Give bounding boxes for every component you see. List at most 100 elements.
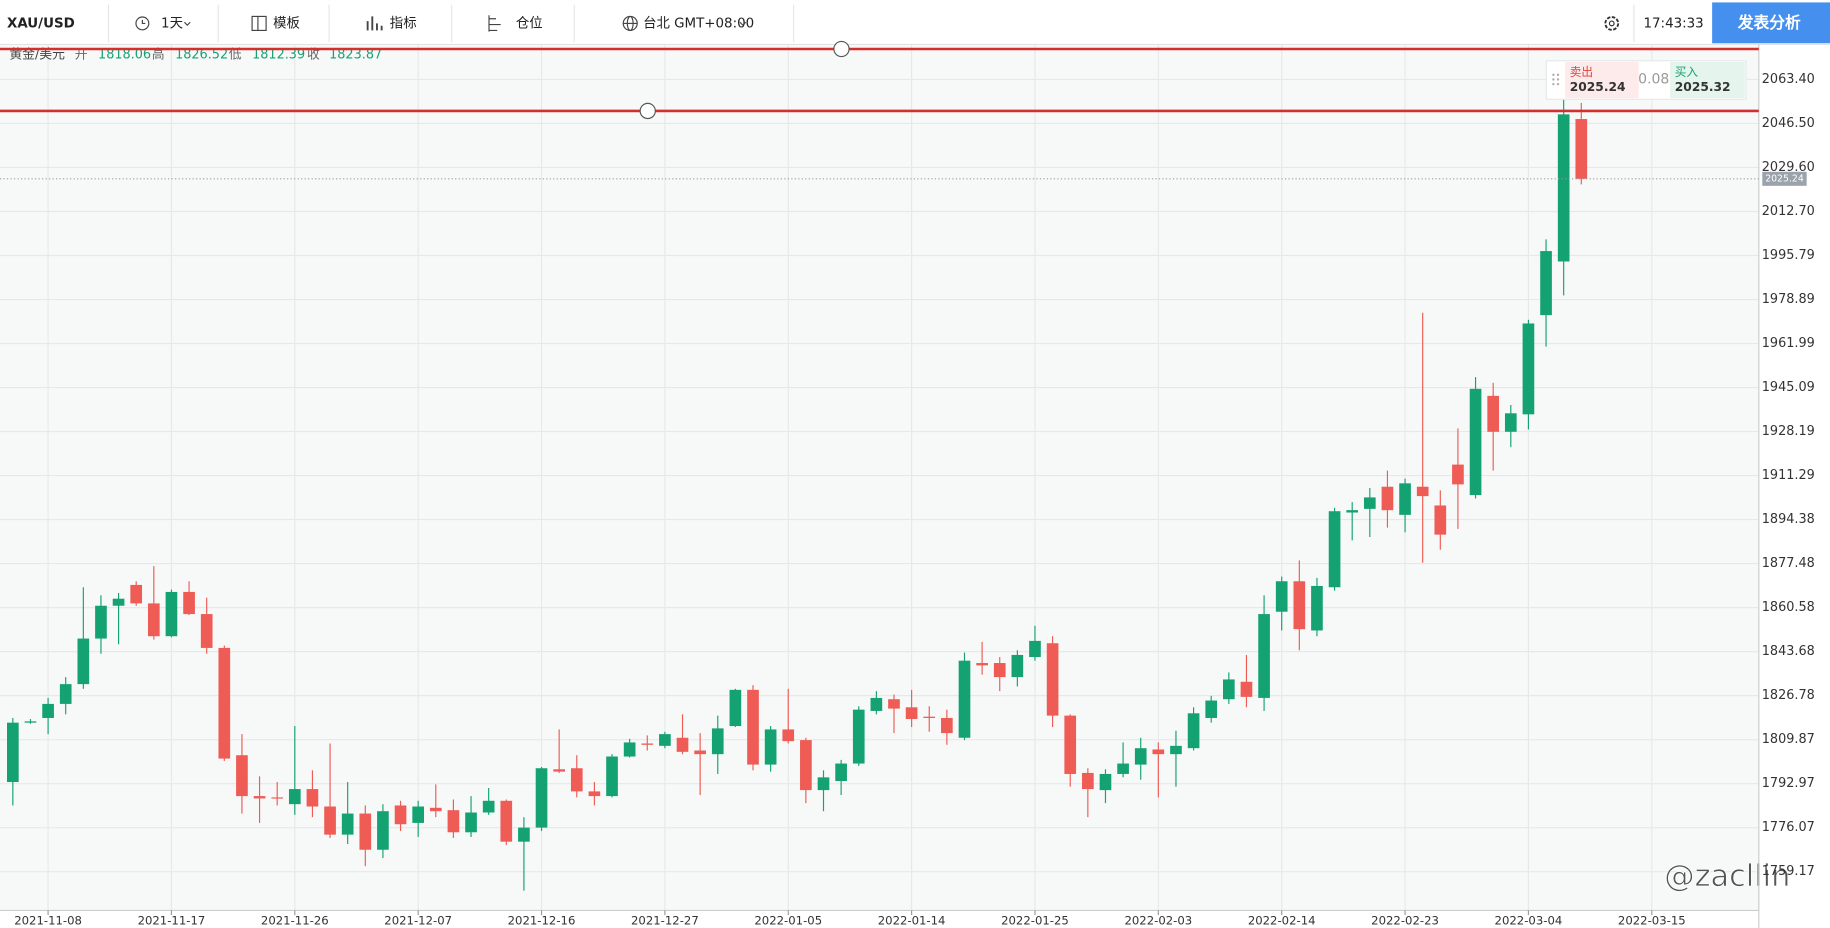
trade-widget: 卖出 2025.24 0.08 买入 2025.32: [1545, 60, 1747, 100]
candle-body: [447, 810, 460, 833]
line-handle[interactable]: [833, 40, 850, 58]
candle-body: [1557, 114, 1570, 262]
candle-body: [923, 716, 936, 718]
spread: 0.08: [1638, 71, 1669, 87]
y-tick-label: 1843.68: [1762, 644, 1815, 659]
candle-body: [659, 734, 671, 746]
candle-body: [165, 591, 178, 637]
watermark: @zacllin: [1664, 859, 1790, 894]
line-handle[interactable]: [639, 102, 656, 120]
candle-body: [570, 768, 583, 792]
candle-body: [588, 791, 601, 797]
candle-body: [1381, 486, 1394, 511]
buy-label[interactable]: 买入: [1675, 65, 1699, 79]
candle-body: [288, 789, 301, 805]
toolbar-separators: [107, 4, 1635, 43]
candle-body: [324, 806, 336, 835]
y-tick-label: 1776.07: [1762, 820, 1815, 835]
candle-body: [1187, 713, 1200, 749]
candle-body: [183, 591, 195, 615]
legend-label: 收: [307, 47, 320, 62]
plot: [7, 99, 1588, 891]
candle-body: [236, 755, 248, 797]
candle-body: [77, 638, 90, 685]
y-tick-label: 1928.19: [1762, 424, 1815, 439]
indicators-button[interactable]: 指标: [366, 15, 417, 31]
candle-body: [95, 605, 107, 639]
template-button[interactable]: 模板: [251, 15, 300, 31]
candle-body: [394, 805, 407, 825]
y-tick-label: 1911.29: [1762, 468, 1815, 483]
candle-body: [7, 722, 19, 783]
positions[interactable]: 仓位: [516, 15, 543, 31]
y-tick-label: 1792.97: [1762, 776, 1815, 791]
candle-body: [905, 707, 918, 720]
x-tick-label: 2021-11-26: [261, 913, 329, 927]
x-tick-label: 2022-01-14: [878, 913, 946, 927]
indicators[interactable]: 指标: [390, 15, 417, 31]
ohlc-legend: 黄金/美元 开 1818.06 高 1826.52 低 1812.39 收 18…: [9, 46, 382, 62]
last-price-tag: [1762, 171, 1807, 186]
y-tick-label: 2046.50: [1762, 116, 1815, 131]
legend-value: 1826.52: [175, 47, 228, 62]
candle-body: [1522, 323, 1535, 415]
y-tick-label: 1894.38: [1762, 512, 1815, 527]
legend-value: 1818.06: [98, 47, 151, 62]
candle-body: [341, 813, 354, 835]
candle-body: [747, 689, 759, 765]
sell-price[interactable]: 2025.24: [1570, 80, 1626, 94]
symbol[interactable]: XAU/USD: [7, 16, 75, 31]
candle-body: [1363, 497, 1376, 509]
candle-body: [1170, 745, 1182, 755]
positions-button[interactable]: 仓位: [488, 15, 543, 32]
candle-body: [412, 806, 425, 823]
interval[interactable]: 1天: [161, 16, 183, 31]
x-tick-label: 2022-03-04: [1495, 913, 1563, 927]
settings-button[interactable]: [1604, 16, 1620, 31]
candle-body: [1469, 388, 1482, 496]
candle-body: [1029, 640, 1041, 658]
candle-body: [24, 721, 37, 723]
timezone[interactable]: 台北 GMT+08:00: [643, 15, 754, 31]
sell-button[interactable]: [1565, 61, 1639, 99]
candle-body: [1082, 772, 1094, 790]
x-tick-label: 2022-01-25: [1001, 913, 1069, 927]
candle-body: [676, 737, 689, 752]
y-tick-label: 2029.60: [1762, 160, 1815, 175]
x-tick-label: 2022-02-23: [1371, 913, 1439, 927]
candle-body: [518, 827, 530, 842]
candle-body: [1575, 119, 1588, 179]
candle-body: [253, 796, 266, 799]
y-tick-label: 1961.99: [1762, 336, 1815, 351]
publish-button[interactable]: [1712, 2, 1830, 44]
candle-body: [553, 769, 565, 772]
candle-body: [377, 811, 389, 850]
y-tick-label: 1809.87: [1762, 732, 1815, 747]
candle-body: [817, 777, 830, 791]
candle-body: [147, 603, 160, 637]
candle-body: [1152, 749, 1165, 755]
candle-body: [764, 729, 777, 765]
buy-button[interactable]: [1670, 61, 1745, 99]
timezone-button[interactable]: 台北 GMT+08:00: [622, 15, 754, 31]
buy-price[interactable]: 2025.32: [1675, 80, 1731, 94]
candle-body: [218, 647, 231, 759]
sell-label[interactable]: 卖出: [1570, 65, 1593, 79]
candle-body: [993, 663, 1006, 678]
template[interactable]: 模板: [273, 15, 300, 31]
x-tick-label: 2022-02-03: [1124, 913, 1192, 927]
candle-body: [800, 740, 812, 791]
x-tick-label: 2021-12-16: [508, 913, 576, 927]
interval-button[interactable]: 1天: [135, 16, 191, 31]
y-tick-label: 1978.89: [1762, 292, 1815, 307]
drag-handle[interactable]: [1552, 73, 1560, 86]
candle-body: [623, 742, 636, 757]
y-tick-label: 1826.78: [1762, 688, 1815, 703]
plot-area: [0, 44, 1759, 911]
x-tick-label: 2021-11-17: [138, 913, 206, 927]
publish-label[interactable]: 发表分析: [1737, 13, 1801, 32]
clock: 17:43:33: [1644, 16, 1704, 31]
candle-body: [1328, 511, 1341, 588]
last-price-label: 2025.24: [1765, 173, 1804, 184]
